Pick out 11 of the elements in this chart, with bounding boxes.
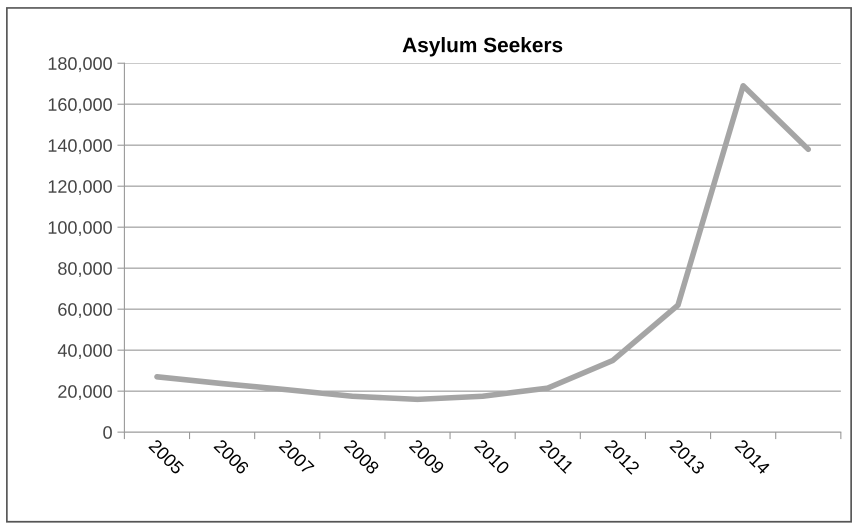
- y-tick-label: 180,000: [48, 57, 112, 72]
- y-tick-label: 60,000: [58, 303, 112, 318]
- y-tick-label: 40,000: [58, 344, 112, 360]
- y-tick-label: 140,000: [48, 139, 112, 154]
- y-tick-label: 20,000: [58, 385, 112, 400]
- y-tick-label: 160,000: [48, 98, 112, 114]
- y-tick-label: 120,000: [48, 180, 112, 196]
- y-tick-label: 80,000: [58, 262, 112, 278]
- y-tick-label: 100,000: [48, 221, 112, 236]
- y-tick-label: 0: [103, 426, 112, 439]
- chart-title: Asylum Seekers: [402, 37, 562, 56]
